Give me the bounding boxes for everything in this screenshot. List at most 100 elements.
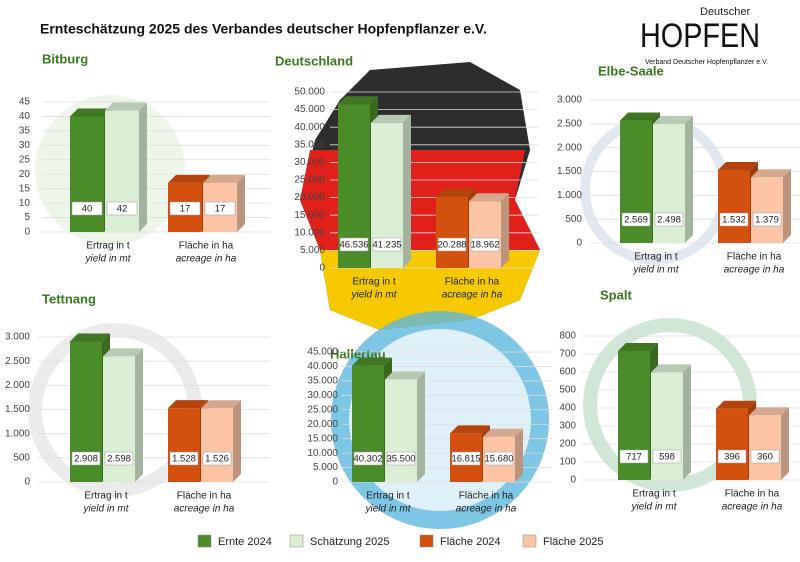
value-label: 40 xyxy=(82,204,93,215)
y-tick-label: 20.000 xyxy=(307,419,338,430)
y-tick-label: 40.000 xyxy=(307,361,338,372)
x-category-note: yield in mt xyxy=(630,502,677,513)
value-label: 16.815 xyxy=(451,454,480,465)
x-category-label: Fläche in ha xyxy=(727,252,782,263)
x-category-label: Fläche in ha xyxy=(459,491,514,502)
y-tick-label: 50.000 xyxy=(294,87,325,98)
x-category-note: acreage in ha xyxy=(176,254,237,265)
value-label-box xyxy=(169,451,199,466)
bar-side xyxy=(515,428,523,482)
value-label-box xyxy=(750,449,780,464)
x-category-note: yield in mt xyxy=(84,254,131,265)
value-label-box xyxy=(339,237,369,252)
bar-top xyxy=(618,342,658,351)
bar-side xyxy=(501,193,509,268)
y-tick-label: 40.000 xyxy=(294,122,325,133)
y-tick-label: 35.000 xyxy=(307,376,338,387)
y-tick-label: 1.000 xyxy=(5,428,30,439)
bar xyxy=(749,415,781,480)
bar xyxy=(718,169,750,243)
value-label-box xyxy=(484,451,514,466)
value-label: 396 xyxy=(724,452,740,463)
value-label: 1.528 xyxy=(172,454,196,465)
y-tick-label: 25.000 xyxy=(294,175,325,186)
y-tick-label: 35.000 xyxy=(294,139,325,150)
value-label: 2.908 xyxy=(74,454,98,465)
value-label-box xyxy=(169,201,201,216)
bar-top xyxy=(70,108,112,117)
y-tick-label: 500 xyxy=(565,214,582,225)
y-tick-label: 30.000 xyxy=(307,390,338,401)
y-tick-label: 2.500 xyxy=(557,118,582,129)
value-label: 2.498 xyxy=(657,215,681,226)
x-category-note: acreage in ha xyxy=(174,504,235,515)
legend-swatch xyxy=(419,534,434,548)
x-category-note: acreage in ha xyxy=(442,290,503,301)
panel-title: Bitburg xyxy=(42,51,88,66)
bar xyxy=(385,379,417,482)
x-category-label: Ertrag in t xyxy=(632,489,676,500)
y-tick-label: 20 xyxy=(19,169,31,180)
y-tick-label: 0 xyxy=(570,475,576,486)
bar xyxy=(436,196,468,268)
y-tick-label: 15.000 xyxy=(307,433,338,444)
bar-side xyxy=(403,114,411,268)
legend-label: Fläche 2024 xyxy=(440,536,501,548)
y-tick-label: 200 xyxy=(559,439,576,450)
bar-top xyxy=(168,174,210,183)
y-tick-label: 5.000 xyxy=(300,245,325,256)
value-label-box xyxy=(717,449,747,464)
y-tick-label: 2.000 xyxy=(5,380,30,391)
bar-top xyxy=(352,357,392,366)
y-tick-label: 0 xyxy=(24,477,30,488)
bar-top xyxy=(749,407,789,416)
legend-label: Schätzung 2025 xyxy=(310,536,390,548)
value-label: 2.569 xyxy=(624,215,648,226)
panel-title: Spalt xyxy=(600,287,632,302)
y-tick-label: 3.000 xyxy=(557,95,582,106)
value-label-box xyxy=(71,451,101,466)
bar-top xyxy=(718,161,758,170)
bar-top xyxy=(70,333,110,342)
bar-top xyxy=(168,400,208,409)
y-tick-label: 1.000 xyxy=(557,190,582,201)
value-label-box xyxy=(202,451,232,466)
bar-side xyxy=(783,169,791,243)
y-tick-label: 3.000 xyxy=(5,332,30,343)
y-tick-label: 40 xyxy=(19,111,31,122)
bar-top xyxy=(385,371,425,380)
x-category-label: Fläche in ha xyxy=(177,491,232,502)
y-tick-label: 30 xyxy=(19,140,31,151)
y-tick-label: 35 xyxy=(19,126,31,137)
x-category-label: Ertrag in t xyxy=(84,491,128,502)
value-label: 20.288 xyxy=(437,240,466,251)
y-tick-label: 100 xyxy=(559,457,576,468)
value-label: 15.680 xyxy=(484,454,513,465)
value-label-box xyxy=(752,212,782,227)
panel-title: Deutschland xyxy=(275,53,353,68)
y-tick-label: 15.000 xyxy=(294,210,325,221)
value-label: 46.536 xyxy=(339,240,368,251)
y-tick-label: 45.000 xyxy=(307,347,338,358)
x-category-note: acreage in ha xyxy=(456,504,517,515)
logo-top: Deutscher xyxy=(700,6,750,18)
bar-top xyxy=(751,169,791,178)
value-label-box xyxy=(386,451,416,466)
x-category-note: yield in mt xyxy=(632,265,679,276)
bar xyxy=(469,201,501,268)
legend-swatch xyxy=(522,534,537,548)
x-category-label: Fläche in ha xyxy=(179,241,234,252)
y-tick-label: 1.500 xyxy=(5,404,30,415)
value-label-box xyxy=(654,212,684,227)
value-label: 717 xyxy=(626,452,642,463)
value-label: 1.532 xyxy=(722,215,746,226)
bar-top xyxy=(201,400,241,409)
x-category-note: yield in mt xyxy=(364,504,411,515)
value-label: 42 xyxy=(117,204,128,215)
value-label-box xyxy=(372,237,402,252)
bar xyxy=(651,372,683,480)
page-title: Ernteschätzung 2025 des Verbandes deutsc… xyxy=(40,21,487,37)
value-label: 41.235 xyxy=(372,240,401,251)
bar-top xyxy=(105,102,147,111)
